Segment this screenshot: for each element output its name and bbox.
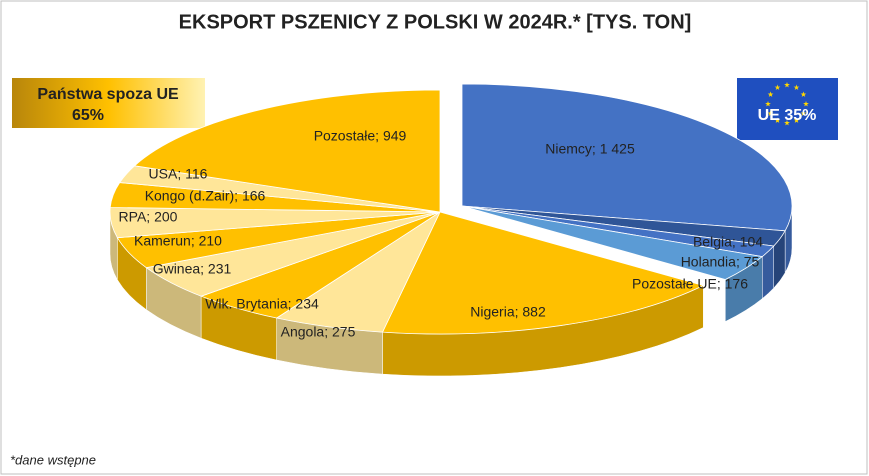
footnote: *dane wstępne <box>10 452 96 467</box>
slice <box>461 205 764 280</box>
star <box>774 84 781 90</box>
non-eu-share: 65% <box>72 107 104 124</box>
star <box>767 110 774 116</box>
slice <box>381 211 705 335</box>
data-label: Holandia; 75 <box>681 254 760 270</box>
star <box>793 117 800 123</box>
data-label: Wlk. Brytania; 234 <box>205 296 319 312</box>
star <box>765 101 771 107</box>
non-eu-label: Państwa spoza UE <box>37 86 179 103</box>
eu-box <box>737 78 838 140</box>
data-label: Angola; 275 <box>281 324 356 340</box>
star <box>774 117 781 123</box>
eu-stars <box>765 82 809 126</box>
data-label: Kongo (d.Zair); 166 <box>145 188 266 204</box>
star <box>800 91 807 97</box>
star <box>767 91 774 97</box>
data-label: Pozostałe; 949 <box>314 128 407 144</box>
chart-title: EKSPORT PSZENICY Z POLSKI W 2024R.* [TYS… <box>179 11 692 33</box>
data-label: RPA; 200 <box>119 209 178 225</box>
data-label: Pozostałe UE; 176 <box>632 276 748 292</box>
slice <box>461 83 793 232</box>
data-label: Gwinea; 231 <box>153 261 232 277</box>
pie: Niemcy; 1 425 Belgia; 104 Holandia; 75 Pozo… <box>109 83 793 377</box>
data-label: Kamerun; 210 <box>134 233 222 249</box>
star <box>784 82 790 88</box>
data-label: USA; 116 <box>149 166 208 182</box>
star <box>784 120 790 126</box>
slice <box>133 89 441 213</box>
data-label: Niemcy; 1 425 <box>545 141 635 157</box>
star <box>803 101 809 107</box>
star <box>793 84 800 90</box>
data-label: Nigeria; 882 <box>470 304 546 320</box>
star <box>800 110 807 116</box>
non-eu-box <box>12 78 205 128</box>
eu-label: UE 35% <box>758 107 817 124</box>
data-label: Belgia; 104 <box>693 234 763 250</box>
